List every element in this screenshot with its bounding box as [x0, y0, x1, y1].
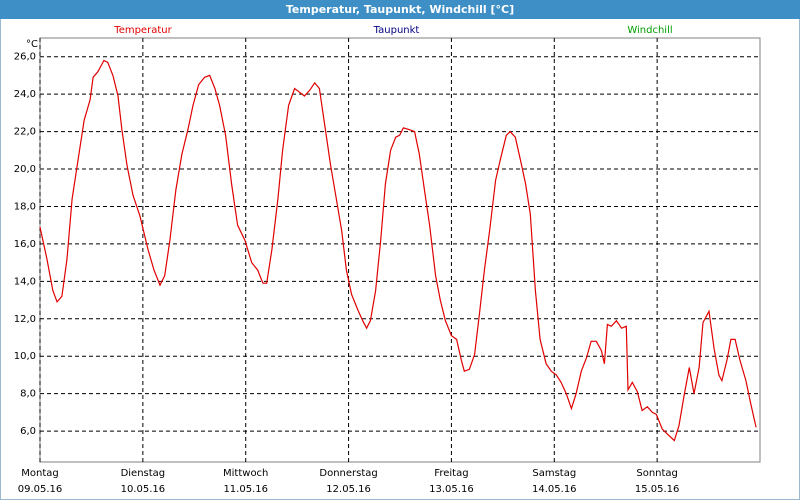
x-tick-date: 09.05.16 [18, 484, 63, 495]
x-tick-label: Mittwoch [223, 468, 268, 479]
x-tick-date: 11.05.16 [223, 484, 268, 495]
y-tick-label: 20,0 [14, 164, 36, 175]
legend-label: Windchill [627, 25, 672, 36]
x-tick-label: Donnerstag [319, 468, 377, 479]
x-tick-label: Samstag [532, 468, 576, 479]
temperature-line [39, 59, 757, 442]
legend-label: Temperatur [113, 25, 172, 36]
y-tick-label: 10,0 [14, 351, 36, 362]
plot-area [39, 37, 761, 463]
x-tick-date: 14.05.16 [532, 484, 577, 495]
x-tick-date: 12.05.16 [326, 484, 371, 495]
legend-label: Taupunkt [373, 25, 420, 36]
y-tick-label: 18,0 [14, 201, 36, 212]
x-tick-label: Sonntag [636, 468, 678, 479]
title-bar: Temperatur, Taupunkt, Windchill [°C] [0, 0, 800, 19]
y-tick-label: 22,0 [14, 127, 36, 138]
x-tick-label: Freitag [434, 468, 468, 479]
y-unit: °C [26, 39, 38, 50]
y-tick-label: 6,0 [20, 426, 36, 437]
x-tick-date: 10.05.16 [121, 484, 166, 495]
x-tick-label: Montag [21, 468, 58, 479]
x-tick-date: 15.05.16 [635, 484, 680, 495]
y-tick-label: 26,0 [14, 52, 36, 63]
x-tick-date: 13.05.16 [429, 484, 474, 495]
y-tick-label: 8,0 [20, 389, 36, 400]
y-tick-label: 12,0 [14, 314, 36, 325]
y-tick-label: 16,0 [14, 239, 36, 250]
x-tick-label: Dienstag [121, 468, 166, 479]
y-tick-label: 24,0 [14, 89, 36, 100]
y-tick-label: 14,0 [14, 276, 36, 287]
